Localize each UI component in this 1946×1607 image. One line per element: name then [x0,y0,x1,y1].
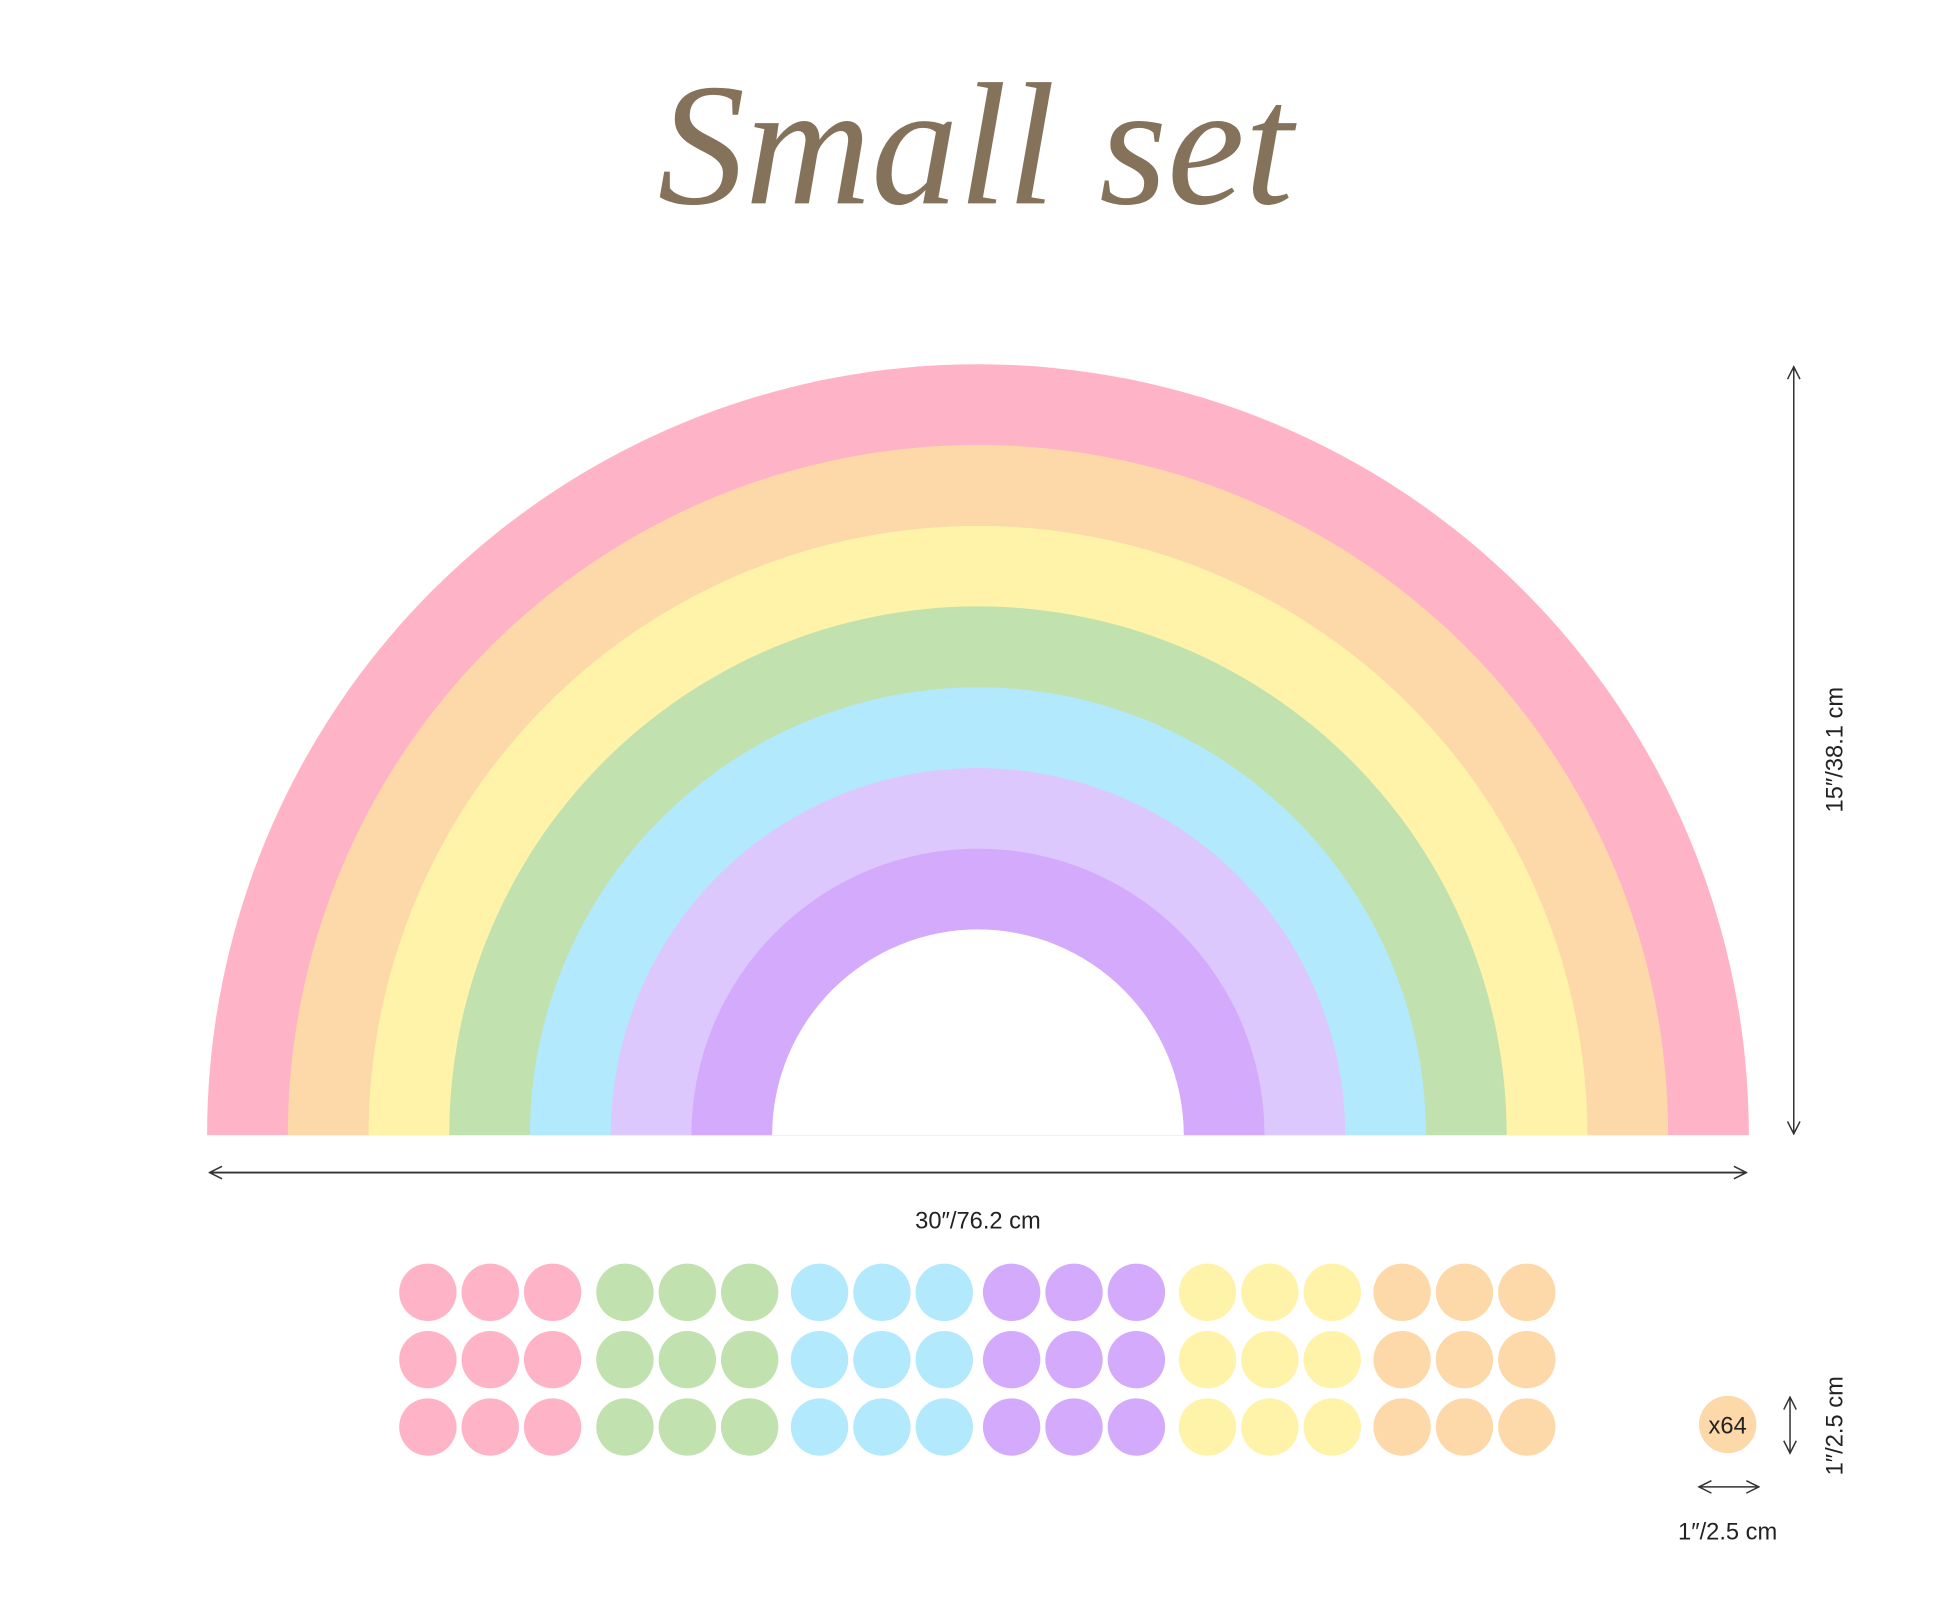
dot-sticker [399,1330,457,1389]
dot-sticker [1303,1330,1361,1389]
dot-sticker [523,1398,582,1456]
dot-sticker [658,1263,717,1321]
dot-sticker [720,1263,779,1321]
dot-width-label: 1″/2.5 cm [1678,1519,1777,1545]
dot-count-label: x64 [1709,1413,1747,1439]
dot-sticker [1241,1263,1299,1321]
dot-sticker [1373,1263,1431,1321]
dot-sticker [461,1398,519,1456]
rainbow-decal [207,364,1749,1136]
dot-sticker [720,1330,779,1389]
dot-sticker [1435,1330,1494,1389]
dot-sticker [1241,1398,1299,1456]
dot-height-label: 1″/2.5 cm [1822,1376,1848,1475]
dot-sticker [853,1263,911,1321]
dot-sticker [1107,1330,1166,1389]
dot-sticker [915,1263,973,1321]
dot-sticker [1498,1263,1556,1321]
dot-sticker [915,1330,973,1389]
dot-sticker [399,1263,457,1321]
dot-sticker [1241,1330,1299,1389]
dot-sticker [1373,1398,1431,1456]
dot-sticker [1178,1263,1237,1321]
dot-sticker [982,1398,1041,1456]
dot-sticker [790,1398,849,1456]
dot-sticker [523,1263,582,1321]
dot-sticker [1435,1398,1494,1456]
dot-sticker [915,1398,973,1456]
dot-sticker [596,1330,654,1389]
dot-sticker [720,1398,779,1456]
dot-sticker [982,1263,1041,1321]
height-label: 15″/38.1 cm [1822,687,1848,813]
dot-sticker [1178,1398,1237,1456]
dot-sticker [1303,1263,1361,1321]
dot-sticker [790,1330,849,1389]
dot-sticker [1435,1263,1494,1321]
dot-sticker [1107,1398,1166,1456]
dot-sticker [1045,1398,1103,1456]
dot-sticker [1373,1330,1431,1389]
dot-sticker [790,1263,849,1321]
dot-sticker [1303,1398,1361,1456]
width-label: 30″/76.2 cm [915,1209,1041,1235]
dot-sticker [461,1263,519,1321]
dot-sticker [982,1330,1041,1389]
dot-sticker [1107,1263,1166,1321]
dot-sticker [658,1398,717,1456]
rainbow-inner-cutout [772,929,1184,1136]
dot-sticker [1045,1330,1103,1389]
dot-sticker [596,1263,654,1321]
dot-sticker [1045,1263,1103,1321]
page-title: Small set [658,47,1298,241]
dot-sticker [461,1330,519,1389]
dot-sticker [853,1398,911,1456]
dot-sticker [399,1398,457,1456]
dot-sticker [523,1330,582,1389]
dot-sticker [853,1330,911,1389]
dot-stickers [399,1263,1556,1456]
dot-sticker [596,1398,654,1456]
sample-dot [1698,1395,1757,1454]
dot-sticker [1498,1330,1556,1389]
dot-sticker [1498,1398,1556,1456]
dot-sticker [658,1330,717,1389]
dot-sticker [1178,1330,1237,1389]
